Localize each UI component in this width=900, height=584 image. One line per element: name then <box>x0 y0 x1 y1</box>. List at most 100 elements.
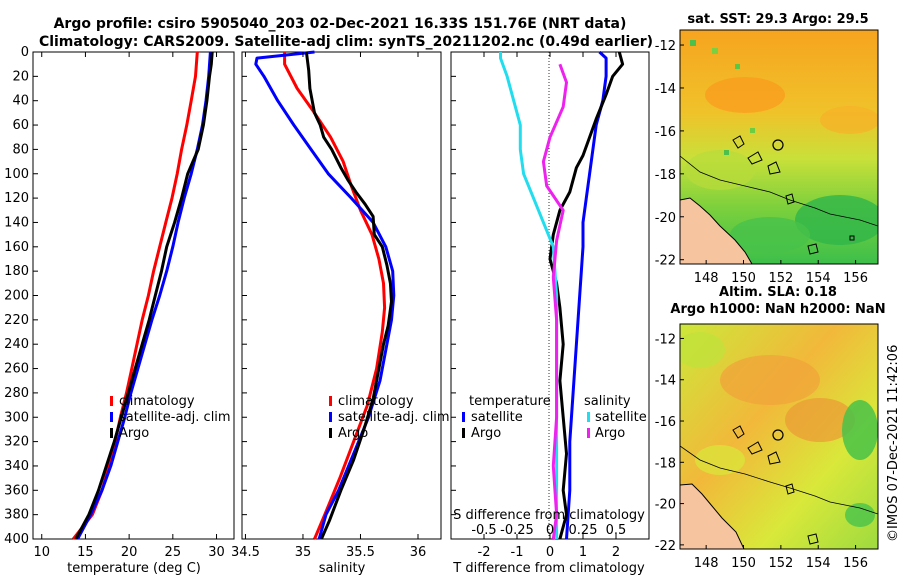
salinity-xlabel: salinity <box>319 561 366 576</box>
difference-series <box>499 50 625 540</box>
legend-swatch-climatology <box>329 396 332 406</box>
series-line-climatology <box>72 51 199 540</box>
legend-label-satellite: satellite-adj. clim <box>338 410 450 425</box>
series-line-argo <box>74 51 214 540</box>
salinity-series <box>254 50 396 540</box>
sst-map-panel: sat. SST: 29.3 Argo: 29.5 148 150 152 154 15… <box>655 12 879 286</box>
map-x-tick-label: 148 <box>694 271 719 286</box>
salinity-ticks: 34.5 35 35.5 36 <box>231 51 426 560</box>
x-tick-label: 15 <box>77 545 94 560</box>
legend-label-climatology: climatology <box>338 394 414 409</box>
temperature-series <box>72 51 214 540</box>
legend-swatch-climatology <box>110 396 113 406</box>
y-tick-label: 0 <box>21 45 29 60</box>
legend-label-t-satellite: satellite <box>471 410 523 425</box>
s-tick-label: 0.5 <box>606 523 627 538</box>
map-x-tick-label: 150 <box>731 556 756 571</box>
sst-map-frame <box>679 29 879 265</box>
legend-label-s-satellite: satellite <box>595 410 647 425</box>
y-tick-label: 120 <box>4 191 29 206</box>
map-x-tick-label: 150 <box>731 271 756 286</box>
salinity-panel: 34.5 35 35.5 36 climatology satellite-adj. … <box>231 50 450 576</box>
sla-map-frame <box>679 323 879 550</box>
temperature-ticks: 10 15 20 25 30020406080100120140160180200220… <box>4 45 225 560</box>
x-tick-label: -2 <box>478 545 491 560</box>
y-tick-label: 140 <box>4 215 29 230</box>
map-x-tick-label: 154 <box>806 271 831 286</box>
s-difference-ticks: -0.5 -0.25 0 0.25 0.5 <box>471 523 626 538</box>
difference-ticks: -2 -1 0 1 2 <box>451 51 620 560</box>
sla-map-title-line1: Altim. SLA: 0.18 <box>719 285 837 300</box>
sst-map-shelf-contour <box>680 155 878 227</box>
map-y-tick-label: -18 <box>655 456 676 471</box>
s-tick-label: -0.5 <box>471 523 496 538</box>
x-tick-label: 25 <box>165 545 182 560</box>
legend-swatch-satellite <box>329 412 332 422</box>
legend-label-s-argo: Argo <box>595 426 625 441</box>
map-y-tick-label: -20 <box>655 498 676 513</box>
legend-title-salinity: salinity <box>584 394 631 409</box>
map-x-tick-label: 152 <box>768 556 793 571</box>
y-tick-label: 20 <box>12 69 29 84</box>
legend-label-argo: Argo <box>338 426 368 441</box>
y-tick-label: 220 <box>4 313 29 328</box>
figure-title-line2: Climatology: CARS2009. Satellite-adj cli… <box>39 34 653 50</box>
s-difference-label: S difference from climatology <box>453 508 645 523</box>
y-tick-label: 380 <box>4 508 29 523</box>
y-tick-label: 340 <box>4 459 29 474</box>
legend-swatch-s-argo <box>587 428 590 438</box>
series-line-argo <box>304 51 393 540</box>
x-tick-label: 35.5 <box>346 545 375 560</box>
sla-map-panel: Altim. SLA: 0.18 Argo h1000: NaN h2000: … <box>655 285 886 571</box>
temperature-xlabel: temperature (deg C) <box>67 561 201 576</box>
y-tick-label: 100 <box>4 167 29 182</box>
sst-map-title: sat. SST: 29.3 Argo: 29.5 <box>687 12 868 27</box>
map-y-tick-label: -22 <box>655 254 676 269</box>
x-tick-label: 35 <box>295 545 312 560</box>
x-tick-label: 20 <box>121 545 138 560</box>
x-tick-label: 10 <box>33 545 50 560</box>
series-line-s-argo <box>541 63 568 540</box>
y-tick-label: 180 <box>4 264 29 279</box>
y-tick-label: 280 <box>4 386 29 401</box>
map-y-tick-label: -12 <box>655 332 676 347</box>
temperature-legend: climatology satellite-adj. clim Argo <box>110 394 231 441</box>
sla-map-ticks: 148 150 152 154 156 -12 -14 -16 -18 -20 -22 <box>655 332 868 571</box>
map-y-tick-label: -20 <box>655 211 676 226</box>
legend-label-climatology: climatology <box>119 394 195 409</box>
timestamp: ©IMOS 07-Dec-2021 11:42:06 <box>886 345 900 542</box>
x-tick-label: 30 <box>208 545 225 560</box>
sla-map-title-line2: Argo h1000: NaN h2000: NaN <box>670 302 885 317</box>
y-tick-label: 200 <box>4 289 29 304</box>
map-y-tick-label: -14 <box>655 82 676 97</box>
y-tick-label: 80 <box>12 142 29 157</box>
legend-swatch-argo <box>110 428 113 438</box>
sla-map-shelf-contour <box>680 445 878 515</box>
sst-argo-position-marker <box>772 139 784 151</box>
x-tick-label: 0 <box>546 545 554 560</box>
map-y-tick-label: -12 <box>655 39 676 54</box>
sla-map-coastline <box>680 483 745 549</box>
map-y-tick-label: -16 <box>655 125 676 140</box>
map-y-tick-label: -18 <box>655 168 676 183</box>
map-x-tick-label: 148 <box>694 556 719 571</box>
salinity-legend: climatology satellite-adj. clim Argo <box>329 394 450 441</box>
map-x-tick-label: 156 <box>843 271 868 286</box>
legend-swatch-s-satellite <box>587 412 590 422</box>
map-x-tick-label: 154 <box>806 556 831 571</box>
difference-axes-frame <box>450 51 650 540</box>
map-y-tick-label: -22 <box>655 539 676 554</box>
temperature-panel: 10 15 20 25 30020406080100120140160180200220… <box>4 45 235 576</box>
legend-swatch-t-satellite <box>462 412 465 422</box>
sla-map-image <box>680 324 878 549</box>
map-y-tick-label: -14 <box>655 374 676 389</box>
salinity-axes-frame <box>241 51 442 540</box>
map-x-tick-label: 156 <box>843 556 868 571</box>
s-tick-label: 0.25 <box>569 523 598 538</box>
y-tick-label: 260 <box>4 362 29 377</box>
y-tick-label: 160 <box>4 240 29 255</box>
legend-label-argo: Argo <box>119 426 149 441</box>
series-line-t-argo <box>548 51 625 540</box>
series-line-t-satellite <box>565 50 608 540</box>
